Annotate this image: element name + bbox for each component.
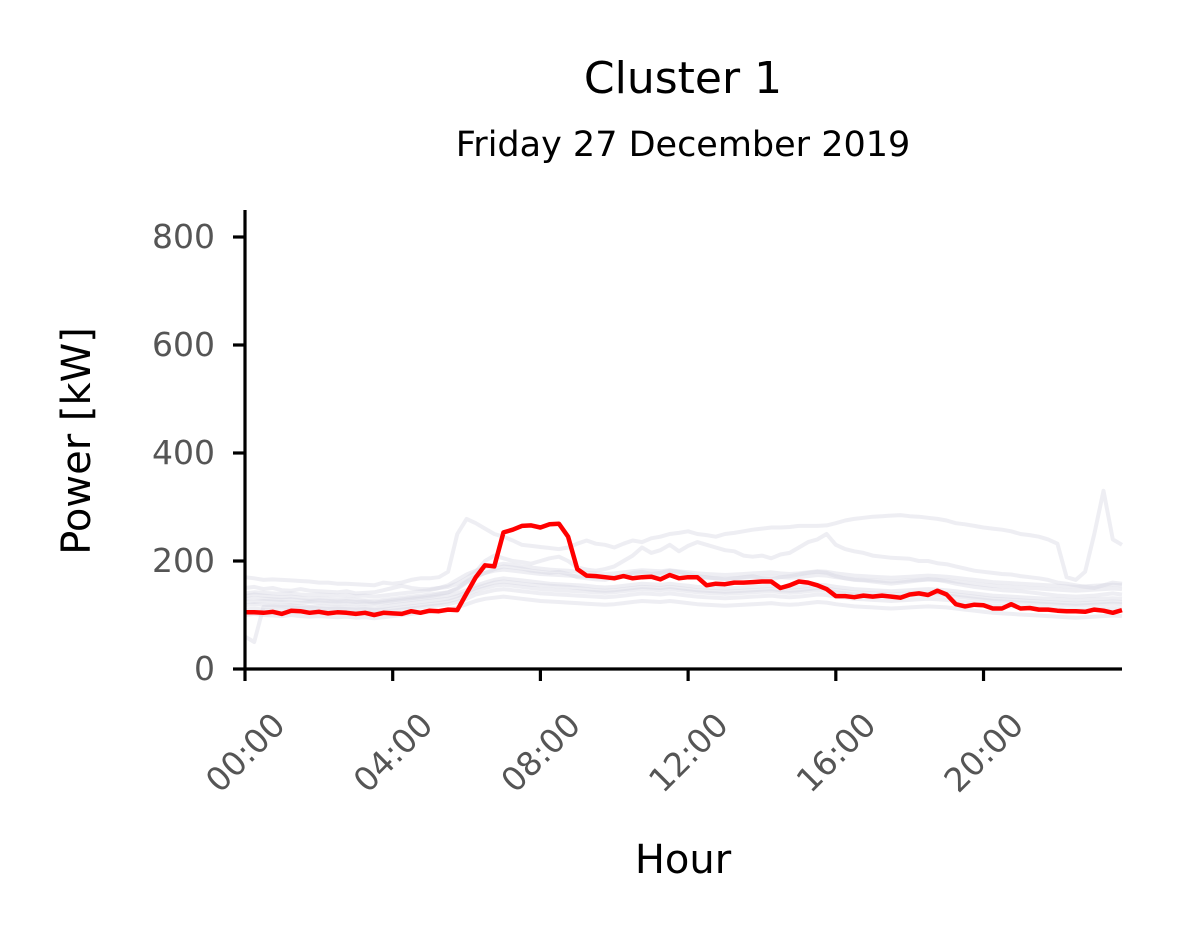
background-day-line	[244, 579, 1123, 611]
background-day-line	[244, 561, 1123, 599]
x-tick-label: 00:00	[198, 705, 293, 800]
x-tick-label: 12:00	[641, 705, 736, 800]
background-day-line	[244, 532, 1123, 596]
x-tick-label: 20:00	[936, 705, 1031, 800]
x-axis-ticks: 00:00 04:00 08:00 12:00 16:00 20:00	[198, 669, 1031, 800]
y-tick-label: 200	[152, 541, 215, 580]
x-axis-label: Hour	[635, 837, 732, 883]
background-day-line	[244, 576, 1123, 607]
x-tick-label: 16:00	[789, 705, 884, 800]
highlight-line	[245, 521, 1123, 618]
y-axis-ticks: 0 200 400 600 800	[152, 217, 245, 688]
chart-title: Cluster 1	[584, 53, 782, 104]
y-tick-label: 400	[152, 433, 215, 472]
y-tick-label: 600	[152, 325, 215, 364]
y-tick-label: 0	[194, 649, 215, 688]
background-day-line	[244, 488, 1124, 588]
y-axis-label: Power [kW]	[54, 327, 100, 555]
y-tick-label: 800	[152, 217, 215, 256]
background-day-line	[244, 564, 1123, 603]
chart-subtitle: Friday 27 December 2019	[456, 125, 911, 165]
highlight-series	[245, 521, 1123, 618]
x-tick-label: 08:00	[493, 705, 588, 800]
background-day-line	[244, 594, 1123, 621]
background-day-lines	[243, 488, 1124, 644]
x-tick-label: 04:00	[346, 705, 441, 800]
background-day-line	[243, 582, 1123, 644]
